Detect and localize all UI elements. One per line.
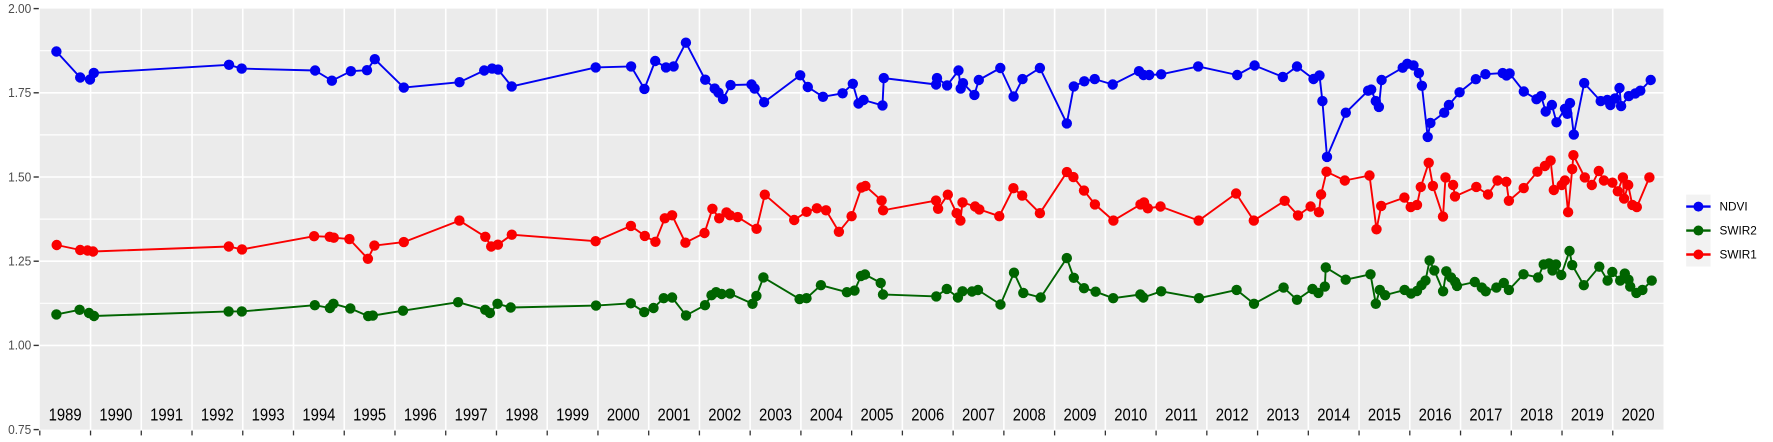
svg-text:1.00: 1.00 (8, 338, 31, 353)
svg-text:2015: 2015 (1368, 405, 1401, 425)
svg-text:1995: 1995 (353, 405, 386, 425)
svg-text:2014: 2014 (1317, 405, 1350, 425)
svg-text:2011: 2011 (1165, 405, 1198, 425)
svg-text:2.00: 2.00 (8, 1, 31, 16)
svg-text:1992: 1992 (201, 405, 234, 425)
svg-text:1994: 1994 (302, 405, 335, 425)
svg-text:1997: 1997 (455, 405, 488, 425)
svg-text:2005: 2005 (861, 405, 894, 425)
svg-text:SWIR2: SWIR2 (1720, 224, 1757, 238)
svg-text:2006: 2006 (911, 405, 944, 425)
svg-text:1999: 1999 (556, 405, 589, 425)
svg-text:1993: 1993 (252, 405, 285, 425)
svg-text:2001: 2001 (658, 405, 691, 425)
svg-text:1996: 1996 (404, 405, 437, 425)
svg-text:0.75: 0.75 (8, 422, 31, 437)
svg-text:2009: 2009 (1063, 405, 1096, 425)
svg-text:2016: 2016 (1419, 405, 1452, 425)
svg-text:2018: 2018 (1520, 405, 1553, 425)
svg-text:1.75: 1.75 (8, 85, 31, 100)
svg-text:1990: 1990 (99, 405, 132, 425)
svg-text:2003: 2003 (759, 405, 792, 425)
svg-text:1998: 1998 (505, 405, 538, 425)
svg-text:1.50: 1.50 (8, 169, 31, 184)
svg-text:2004: 2004 (810, 405, 843, 425)
svg-text:2008: 2008 (1013, 405, 1046, 425)
svg-text:2010: 2010 (1114, 405, 1147, 425)
svg-text:1991: 1991 (150, 405, 183, 425)
svg-text:2013: 2013 (1266, 405, 1299, 425)
svg-text:2020: 2020 (1622, 405, 1655, 425)
svg-text:SWIR1: SWIR1 (1720, 248, 1757, 262)
svg-text:NDVI: NDVI (1720, 200, 1748, 214)
svg-text:2012: 2012 (1216, 405, 1249, 425)
svg-text:2019: 2019 (1571, 405, 1604, 425)
svg-text:2002: 2002 (708, 405, 741, 425)
svg-text:1.25: 1.25 (8, 254, 31, 269)
svg-text:2000: 2000 (607, 405, 640, 425)
svg-text:2017: 2017 (1469, 405, 1502, 425)
svg-text:2007: 2007 (962, 405, 995, 425)
svg-text:1989: 1989 (49, 405, 82, 425)
